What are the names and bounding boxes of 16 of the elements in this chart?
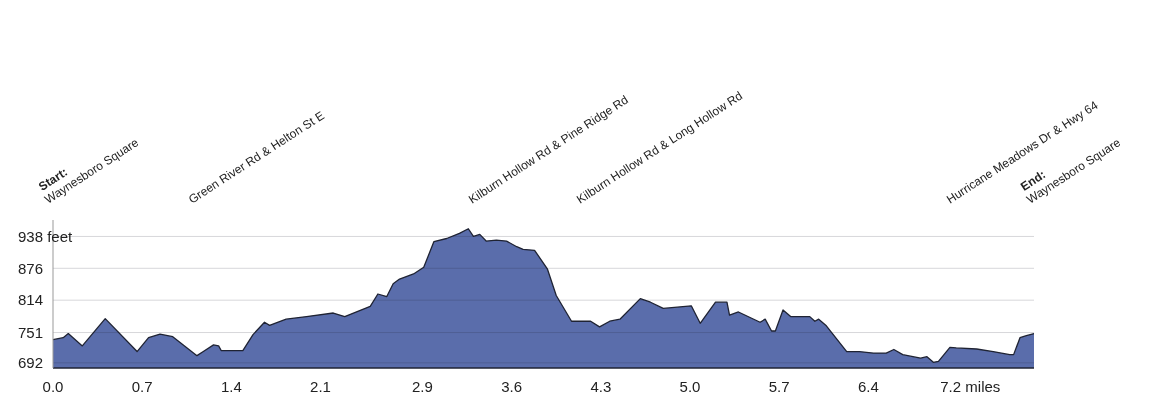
x-tick-label: 5.0 [679, 378, 701, 395]
y-tick-label: 814 [18, 291, 44, 309]
x-tick-label: 2.1 [310, 378, 331, 395]
x-tick-label: 5.7 [768, 378, 790, 395]
y-tick-label: 751 [18, 323, 44, 341]
x-tick-label: 0.7 [131, 378, 153, 395]
x-tick-label: 0.0 [42, 378, 64, 395]
x-tick-label: 4.3 [590, 378, 612, 395]
y-tick-label: 938 feet [18, 227, 74, 245]
x-tick-label: 1.4 [220, 378, 242, 395]
x-tick-label: 2.9 [412, 378, 433, 395]
x-tick-label: 6.4 [857, 378, 879, 395]
x-tick-label: 7.2 miles [940, 378, 1001, 395]
y-tick-label: 876 [18, 259, 44, 277]
y-tick-label: 692 [18, 354, 44, 372]
x-tick-label: 3.6 [501, 378, 523, 395]
